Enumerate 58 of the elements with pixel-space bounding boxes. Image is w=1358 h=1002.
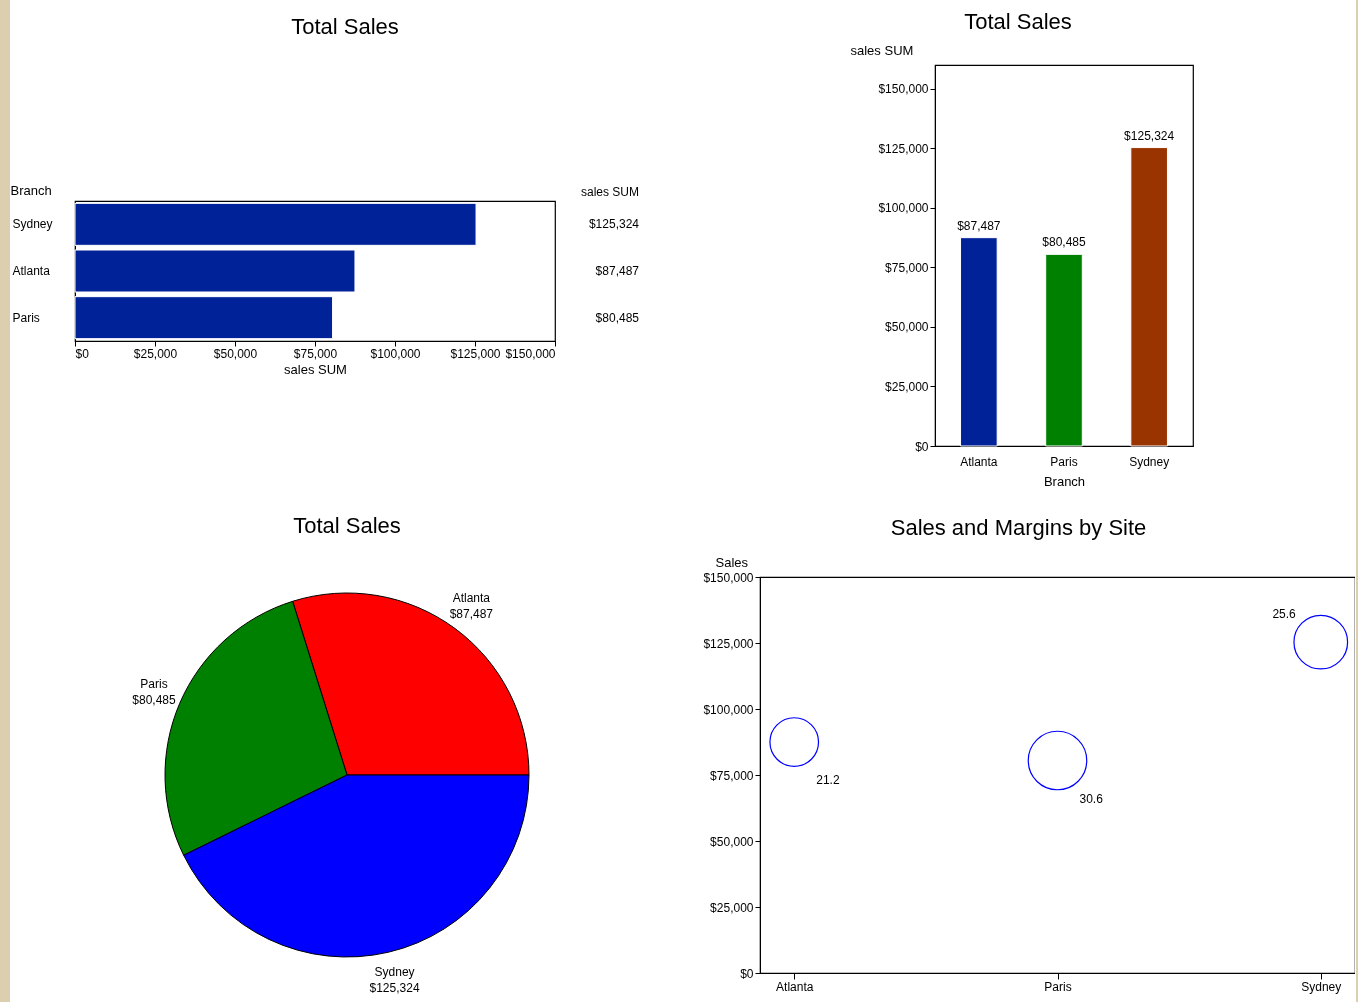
annotation: 21.2 [816,773,840,788]
y-tick-label: $150,000 [878,82,929,97]
y-tick-label: $25,000 [885,379,929,394]
annotation: 25.6 [1272,607,1297,622]
x-tick-label: $0 [75,346,90,361]
x-tick-label: Sydney [1129,454,1170,469]
data-label: $125,324 [1124,128,1175,143]
y-tick-label: $0 [915,439,929,454]
y-tick-label: $0 [740,966,754,981]
slice-label: Sydney [374,964,415,979]
data-label: $80,485 [132,693,177,708]
slice-label: Paris [140,677,168,692]
y-tick-label: Paris [12,310,40,325]
data-label: $80,485 [1042,235,1087,250]
x-tick-label: Sydney [1301,979,1342,994]
data-label: $80,485 [595,310,640,325]
y-tick-label: $50,000 [885,320,929,335]
bar [960,237,998,447]
x-tick-label: $75,000 [293,346,338,361]
x-tick-label: $100,000 [370,346,421,361]
data-label: $125,324 [369,980,420,995]
x-tick-label: Atlanta [960,454,998,469]
y-tick-label: $150,000 [703,570,754,585]
y-tick-label: $100,000 [703,702,754,717]
y-axis-title: Sales [715,554,749,570]
y-tick-label: Sydney [12,217,53,232]
annotation: 30.6 [1079,791,1104,806]
slice-label: Atlanta [452,590,491,605]
chart-title: Total Sales [964,9,1072,34]
x-tick-label: Paris [1050,454,1078,469]
x-tick-label: $25,000 [133,346,178,361]
chart-title: Sales and Margins by Site [890,515,1147,540]
chart-title: Total Sales [291,14,399,39]
chart-title: Total Sales [293,513,401,538]
x-tick-label: Atlanta [776,979,814,994]
y-tick-label: $75,000 [885,260,929,275]
data-label: $87,487 [449,606,494,621]
y-tick-label: Atlanta [12,264,51,278]
x-tick-label: $125,000 [450,346,501,361]
y-tick-label: $125,000 [878,141,929,156]
x-axis-title: Branch [1043,473,1086,489]
bar [1045,253,1083,447]
x-axis-title: sales SUM [284,361,347,377]
y-tick-label: $50,000 [710,834,754,849]
data-label: $87,487 [595,264,640,278]
y-tick-label: $125,000 [703,636,754,651]
data-label: $87,487 [957,218,1001,233]
y-tick-label: $25,000 [710,900,754,915]
y-axis-title: sales SUM [850,42,914,58]
x-tick-label: $150,000 [505,346,556,361]
bar [1130,147,1168,447]
x-tick-label: Paris [1044,979,1072,994]
y-axis-title: Branch [10,182,52,198]
y-tick-label: $100,000 [878,201,929,216]
text: sales SUM [580,185,639,199]
y-tick-label: $75,000 [710,768,754,783]
x-tick-label: $50,000 [213,346,258,361]
data-label: $125,324 [588,217,640,232]
